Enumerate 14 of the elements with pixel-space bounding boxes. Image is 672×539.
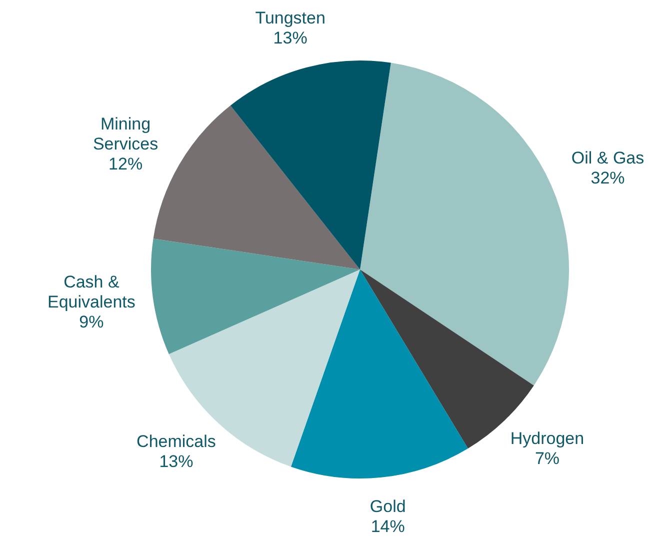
slice-label: Tungsten xyxy=(255,8,326,28)
slice-label: Gold xyxy=(370,496,406,516)
slice-label: Cash & Equivalents xyxy=(48,272,136,312)
data-label: 13% xyxy=(159,452,194,472)
data-label: 9% xyxy=(79,312,104,332)
data-label: 12% xyxy=(108,154,143,174)
data-label: 14% xyxy=(370,516,405,536)
data-label: 7% xyxy=(534,449,560,468)
slice-label: Mining Services xyxy=(92,114,158,154)
data-label: 13% xyxy=(273,28,308,48)
slice-label: Oil & Gas xyxy=(571,148,644,168)
slice-label: Chemicals xyxy=(136,432,216,452)
data-label: 32% xyxy=(590,168,625,188)
slice-label: Hydrogen xyxy=(510,429,584,448)
